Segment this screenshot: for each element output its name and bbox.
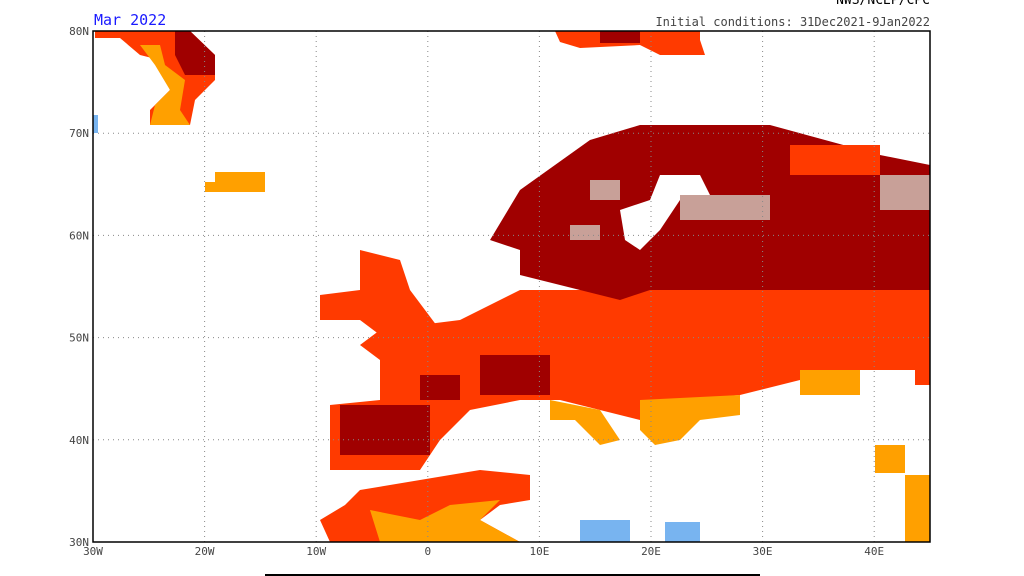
field-pink — [590, 180, 620, 200]
lat-label: 80N — [69, 25, 89, 38]
lon-label: 40E — [864, 545, 884, 558]
field-much-above — [480, 355, 550, 395]
field-slight — [370, 500, 520, 542]
field-above — [790, 145, 880, 175]
map-title: Mar 2022 — [94, 11, 166, 29]
field-pink — [880, 175, 930, 210]
field-above — [330, 290, 930, 470]
map-subtitle: Initial conditions: 31Dec2021-9Jan2022 — [655, 15, 930, 29]
field-slight — [205, 172, 265, 192]
lon-label: 10E — [529, 545, 549, 558]
field-much-above — [340, 405, 430, 455]
field-below — [580, 520, 630, 542]
field-slight — [640, 395, 740, 445]
field-pink — [680, 195, 770, 220]
lat-label: 40N — [69, 434, 89, 447]
graticule — [93, 31, 930, 542]
field-above — [320, 250, 440, 335]
lat-label: 50N — [69, 332, 89, 345]
lon-label: 10W — [306, 545, 326, 558]
field-slight — [550, 400, 620, 445]
field-much-above — [420, 375, 460, 400]
lon-label: 20E — [641, 545, 661, 558]
field-slight — [905, 475, 930, 542]
lat-label: 60N — [69, 229, 89, 242]
lat-label: 30N — [69, 536, 89, 549]
lat-label: 70N — [69, 127, 89, 140]
map-source: NWS/NCEP/CPC — [836, 0, 930, 8]
field-slight — [875, 445, 905, 473]
field-slight — [140, 45, 190, 125]
anomaly-fields — [93, 31, 930, 542]
lon-label: 30W — [83, 545, 103, 558]
field-much-above — [600, 31, 640, 43]
lon-label: 30E — [753, 545, 773, 558]
lon-label: 20W — [195, 545, 215, 558]
field-pink — [570, 225, 600, 240]
field-below — [93, 115, 98, 133]
field-below — [665, 522, 700, 542]
field-much-above — [175, 31, 215, 75]
field-normal — [620, 175, 710, 250]
field-slight — [800, 370, 860, 395]
lon-label: 0 — [424, 545, 431, 558]
map-frame — [92, 30, 931, 543]
